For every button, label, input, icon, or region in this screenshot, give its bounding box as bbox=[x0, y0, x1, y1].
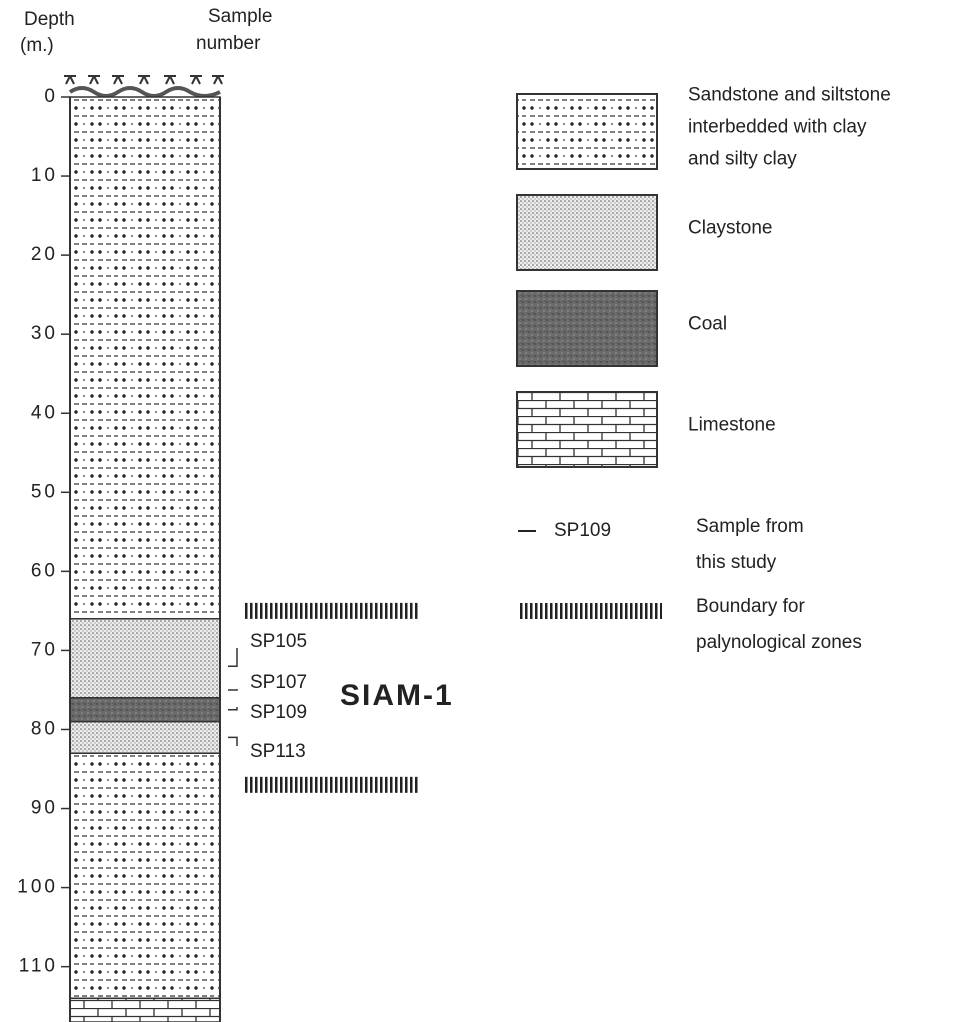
legend-text: Sandstone and siltstone bbox=[688, 85, 891, 106]
sample-label: SP107 bbox=[250, 672, 307, 693]
layer bbox=[69, 997, 221, 1022]
depth-tick-label: 90 bbox=[31, 798, 58, 819]
depth-tick-label: 80 bbox=[31, 718, 58, 739]
sample-labels: SP105 SP107 SP109 SP113 bbox=[250, 631, 307, 762]
legend-text: Coal bbox=[688, 314, 727, 335]
layer bbox=[69, 96, 221, 620]
sample-header: Sample bbox=[208, 6, 272, 27]
legend: SP109 Sample from this study Boundary fo… bbox=[518, 516, 862, 653]
depth-tick-label: 30 bbox=[31, 323, 58, 344]
sample-label: SP105 bbox=[250, 631, 307, 652]
legend-swatch bbox=[516, 391, 658, 468]
layer bbox=[69, 752, 221, 1000]
zone-boundary bbox=[244, 776, 420, 793]
depth-tick-label: 40 bbox=[31, 402, 58, 423]
sample-label: SP113 bbox=[250, 741, 306, 762]
depth-tick-label: 0 bbox=[44, 86, 58, 107]
legend-swatch bbox=[516, 93, 658, 170]
well-name: SIAM-1 bbox=[340, 679, 454, 712]
layer bbox=[69, 720, 221, 754]
legend-swatch bbox=[516, 290, 658, 367]
layer bbox=[69, 697, 221, 723]
legend-text: this study bbox=[696, 552, 777, 573]
legend-text: and silty clay bbox=[688, 149, 797, 170]
legend-text: interbedded with clay bbox=[688, 117, 867, 138]
legend-text: Boundary for bbox=[696, 596, 805, 617]
header: Depth (m.) Sample number bbox=[20, 6, 272, 56]
layer bbox=[69, 618, 221, 699]
depth-tick-label: 100 bbox=[17, 877, 58, 898]
depth-header: Depth bbox=[24, 9, 75, 30]
depth-header: (m.) bbox=[20, 35, 54, 56]
sample-leader bbox=[228, 736, 238, 746]
sample-leader bbox=[228, 689, 238, 691]
legend-sample-symbol: SP109 bbox=[554, 520, 611, 541]
sample-leader bbox=[228, 648, 238, 667]
legend-text: Limestone bbox=[688, 415, 776, 436]
depth-tick-label: 60 bbox=[31, 560, 58, 581]
depth-tick-label: 110 bbox=[19, 956, 58, 977]
depth-tick-label: 10 bbox=[31, 165, 58, 186]
sample-leader bbox=[228, 707, 238, 711]
sample-header: number bbox=[196, 33, 261, 54]
depth-tick-label: 50 bbox=[31, 481, 58, 502]
depth-tick-label: 70 bbox=[31, 639, 58, 660]
surface-symbol bbox=[64, 75, 224, 98]
legend-boundary-symbol bbox=[520, 603, 662, 619]
sample-label: SP109 bbox=[250, 702, 307, 723]
legend-text: palynological zones bbox=[696, 632, 862, 653]
legend-text: Claystone bbox=[688, 218, 773, 239]
legend-text: Sample from bbox=[696, 516, 804, 537]
zone-boundary bbox=[244, 602, 420, 619]
depth-tick-label: 20 bbox=[31, 244, 58, 265]
legend-swatch bbox=[516, 194, 658, 271]
